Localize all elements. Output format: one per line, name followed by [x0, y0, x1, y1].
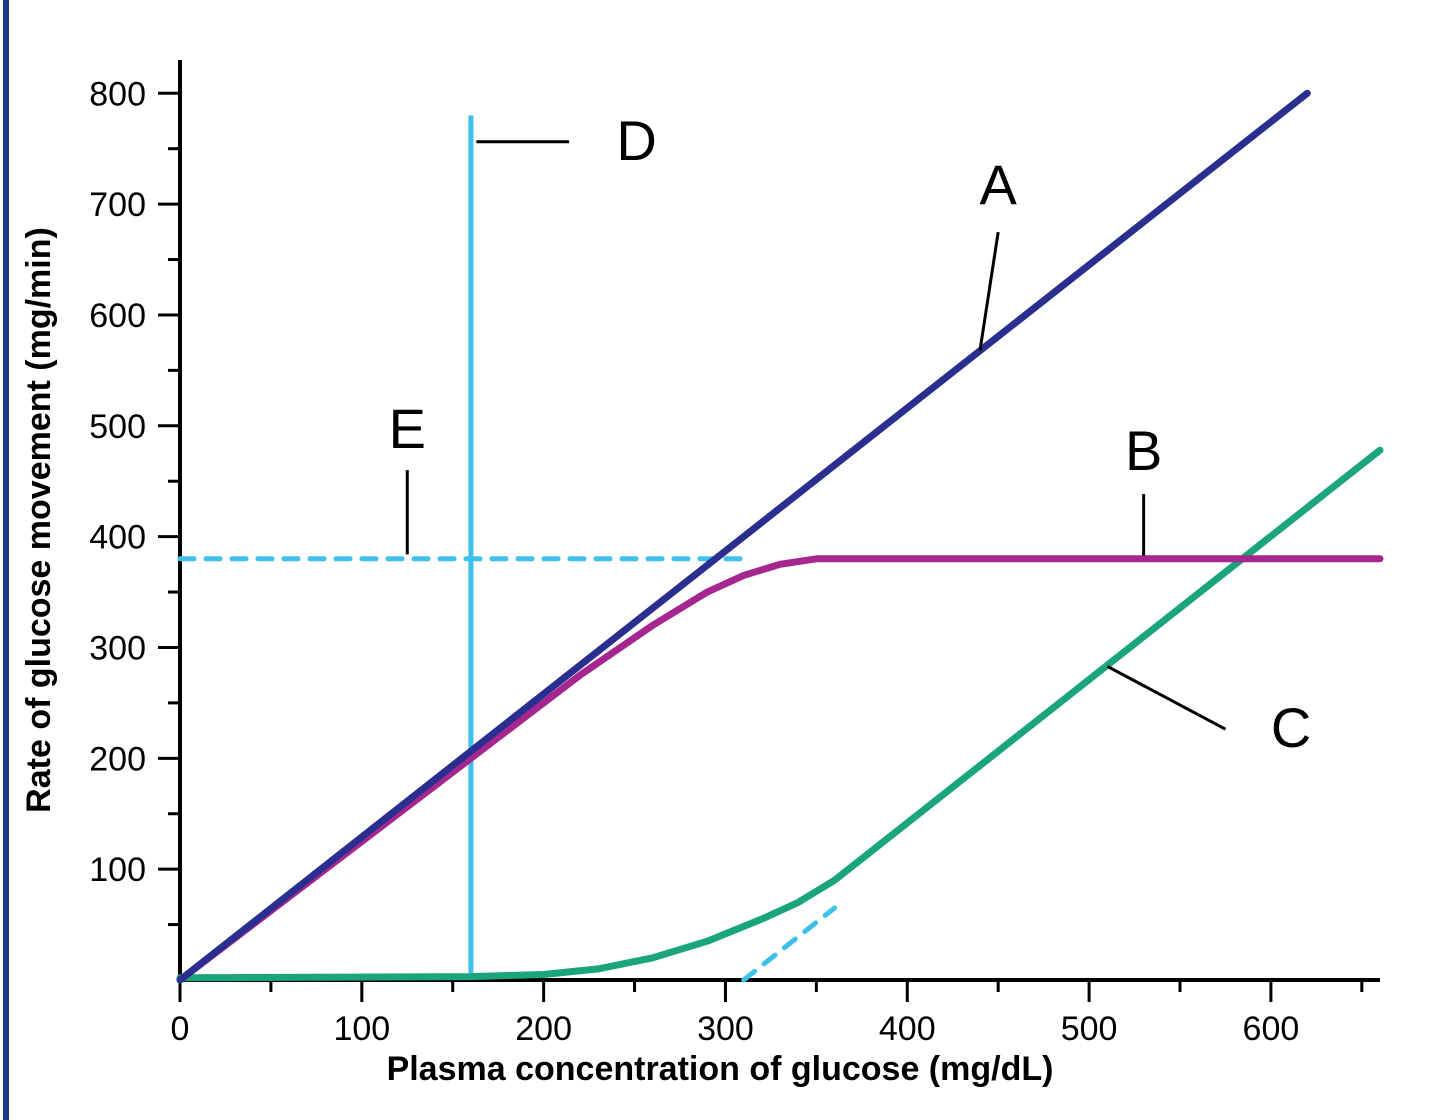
svg-text:500: 500 — [1061, 1010, 1118, 1048]
svg-text:C: C — [1271, 696, 1311, 759]
svg-text:100: 100 — [333, 1010, 390, 1048]
svg-text:300: 300 — [89, 629, 146, 667]
svg-text:400: 400 — [879, 1010, 936, 1048]
svg-text:700: 700 — [89, 186, 146, 224]
svg-text:Plasma concentration of glucos: Plasma concentration of glucose (mg/dL) — [387, 1050, 1054, 1088]
svg-text:200: 200 — [89, 740, 146, 778]
svg-text:600: 600 — [1243, 1010, 1300, 1048]
svg-text:300: 300 — [697, 1010, 754, 1048]
svg-text:500: 500 — [89, 408, 146, 446]
svg-text:600: 600 — [89, 297, 146, 335]
svg-text:Rate of glucose movement (mg/m: Rate of glucose movement (mg/min) — [20, 227, 58, 813]
svg-text:E: E — [389, 397, 426, 460]
svg-text:B: B — [1125, 419, 1162, 482]
chart-svg: 0 100 200 300 400 500 600 100 200 300 400 500 600 700… — [0, 0, 1440, 1120]
svg-text:200: 200 — [515, 1010, 572, 1048]
svg-text:400: 400 — [89, 519, 146, 557]
svg-text:D: D — [616, 109, 656, 172]
svg-text:800: 800 — [89, 75, 146, 113]
glucose-chart: 0 100 200 300 400 500 600 100 200 300 400 500 600 700… — [0, 0, 1440, 1120]
svg-text:A: A — [980, 153, 1018, 216]
svg-text:0: 0 — [171, 1010, 190, 1048]
svg-text:100: 100 — [89, 851, 146, 889]
